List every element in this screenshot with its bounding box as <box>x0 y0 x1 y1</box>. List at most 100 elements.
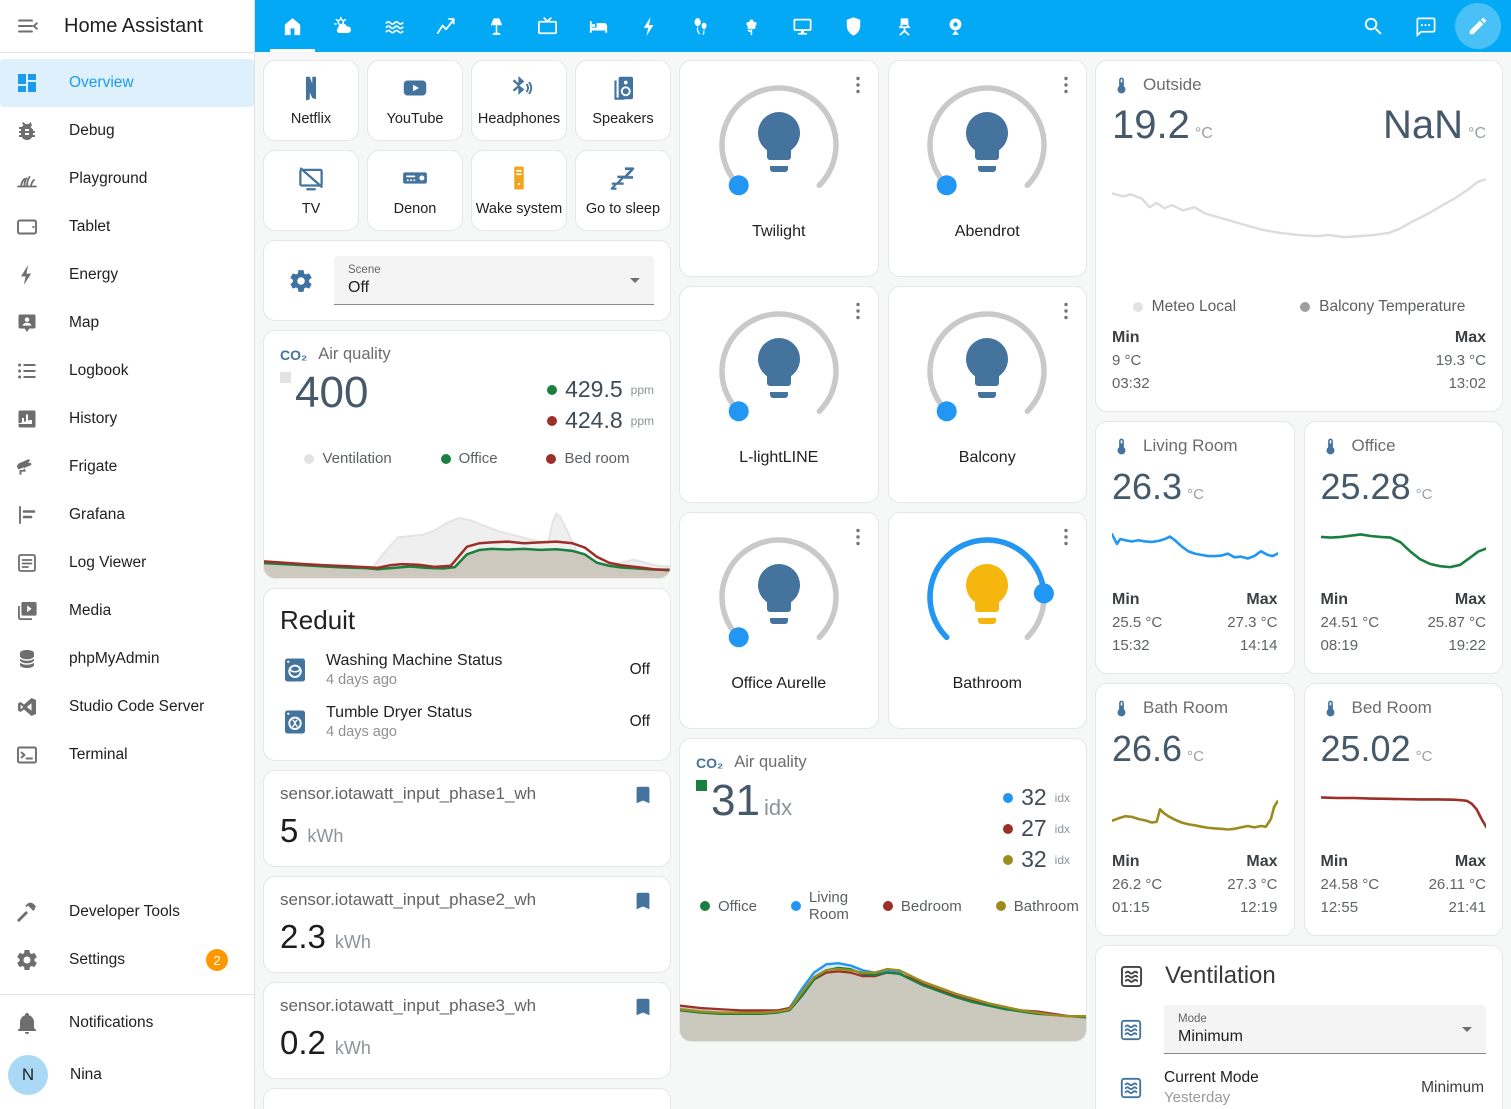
search-button[interactable] <box>1351 4 1395 48</box>
bookmark-icon[interactable] <box>632 784 654 806</box>
tab-flower[interactable] <box>726 0 777 52</box>
tab-shield[interactable] <box>828 0 879 52</box>
sidebar-item-frigate[interactable]: Frigate <box>0 443 254 491</box>
sidebar-item-studio-code-server[interactable]: Studio Code Server <box>0 683 254 731</box>
sidebar-item-terminal[interactable]: Terminal <box>0 731 254 779</box>
sidebar-item-developer-tools[interactable]: Developer Tools <box>0 888 254 936</box>
sidebar-item-label: Developer Tools <box>69 903 180 920</box>
sensor-card-phase2[interactable]: sensor.iotawatt_input_phase2_wh 2.3 kWh <box>263 876 671 974</box>
lamp-icon <box>490 17 503 35</box>
air-quality-card-co2[interactable]: CO₂ Air quality 400 429.5 ppm 424.8 ppm Ve… <box>263 330 671 580</box>
tab-home[interactable] <box>267 0 318 52</box>
temp-card-bed-room[interactable]: Bed Room 25.02 °C Min 24.58 °C 12:55 Max <box>1303 683 1503 936</box>
sidebar-item-history[interactable]: History <box>0 395 254 443</box>
sidebar-item-playground[interactable]: Playground <box>0 155 254 203</box>
scene-select[interactable]: Scene Off <box>334 256 654 306</box>
max-label: Max <box>1246 591 1278 608</box>
entity-row-tumble-dryer[interactable]: Tumble Dryer Status 4 days ago Off <box>280 704 654 740</box>
tab-energy[interactable] <box>624 0 675 52</box>
bookmark-icon[interactable] <box>632 890 654 912</box>
temp-card-bath-room[interactable]: Bath Room 26.6 °C Min 26.2 °C 01:15 Max <box>1095 683 1295 936</box>
tab-trend-chart[interactable] <box>420 0 471 52</box>
light-dial[interactable] <box>703 305 855 447</box>
sidebar-spacer <box>0 779 254 888</box>
button-denon[interactable]: Denon <box>367 150 463 232</box>
more-options-icon[interactable] <box>846 73 870 97</box>
sidebar-item-phpmyadmin[interactable]: phpMyAdmin <box>0 635 254 683</box>
more-options-icon[interactable] <box>846 299 870 323</box>
light-card-l-lightline[interactable]: L-lightLINE <box>679 286 879 503</box>
sidebar-item-label: Map <box>69 314 100 331</box>
sidebar-item-logbook[interactable]: Logbook <box>0 347 254 395</box>
more-options-icon[interactable] <box>1054 525 1078 549</box>
sidebar-item-debug[interactable]: Debug <box>0 107 254 155</box>
sidebar-item-media[interactable]: Media <box>0 587 254 635</box>
thermometer-icon <box>1117 438 1126 454</box>
button-wake-system[interactable]: Wake system <box>471 150 567 232</box>
legend-item: Ventilation <box>304 450 392 467</box>
sidebar-item-log-viewer[interactable]: Log Viewer <box>0 539 254 587</box>
bookmark-icon[interactable] <box>632 996 654 1018</box>
button-tv[interactable]: TV <box>263 150 359 232</box>
card-title: Outside <box>1143 75 1202 94</box>
card-title: Air quality <box>734 753 807 771</box>
button-netflix[interactable]: Netflix <box>263 60 359 142</box>
webcam-icon <box>949 17 962 35</box>
tab-tv[interactable] <box>522 0 573 52</box>
tab-desk-chair[interactable] <box>879 0 930 52</box>
sidebar-profile[interactable]: N Nina <box>0 1047 254 1109</box>
button-headphones[interactable]: Headphones <box>471 60 567 142</box>
assist-button[interactable] <box>1403 4 1447 48</box>
bluetooth-icon <box>512 76 533 95</box>
outside-card[interactable]: Outside 19.2 °C NaN °C Meteo Local Balcony… <box>1095 60 1503 412</box>
sidebar-item-tablet[interactable]: Tablet <box>0 203 254 251</box>
sidebar-item-overview[interactable]: Overview <box>0 59 254 107</box>
entity-row-washing-machine[interactable]: Washing Machine Status 4 days ago Off <box>280 652 654 688</box>
ventilation-mode-select[interactable]: Mode Minimum <box>1164 1005 1486 1054</box>
light-dial[interactable] <box>911 531 1063 673</box>
tab-bed[interactable] <box>573 0 624 52</box>
button-speakers[interactable]: Speakers <box>575 60 671 142</box>
more-options-icon[interactable] <box>846 525 870 549</box>
sidebar-item-map[interactable]: Map <box>0 299 254 347</box>
sidebar-item-settings[interactable]: Settings 2 <box>0 936 254 984</box>
edit-dashboard-button[interactable] <box>1455 3 1501 49</box>
sensor-card-phase1[interactable]: sensor.iotawatt_input_phase1_wh 5 kWh <box>263 770 671 868</box>
sidebar-item-energy[interactable]: Energy <box>0 251 254 299</box>
tab-desk[interactable] <box>777 0 828 52</box>
card-header: Ventilation <box>1112 962 1486 990</box>
entity-state: Off <box>629 661 650 679</box>
max-block: Max 19.3 °C 13:02 <box>1436 326 1486 395</box>
more-options-icon[interactable] <box>1054 299 1078 323</box>
button-go-to-sleep[interactable]: Go to sleep <box>575 150 671 232</box>
tab-waves[interactable] <box>369 0 420 52</box>
waves-icon <box>385 20 404 34</box>
hvac-icon <box>1120 1019 1142 1040</box>
light-card-bathroom[interactable]: Bathroom <box>887 512 1087 729</box>
light-card-abendrot[interactable]: Abendrot <box>887 60 1087 277</box>
temp-card-living-room[interactable]: Living Room 26.3 °C Min 25.5 °C 15:32 Max <box>1095 421 1295 674</box>
air-quality-card-idx[interactable]: CO₂ Air quality 31 idx 32 idx 27 idx 32 idx … <box>679 738 1087 1042</box>
more-options-icon[interactable] <box>1054 73 1078 97</box>
light-dial[interactable] <box>911 305 1063 447</box>
light-card-balcony[interactable]: Balcony <box>887 286 1087 503</box>
tab-webcam[interactable] <box>930 0 981 52</box>
sensor-value: 0.2 kWh <box>280 1024 371 1062</box>
sidebar-item-grafana[interactable]: Grafana <box>0 491 254 539</box>
tab-lamp[interactable] <box>471 0 522 52</box>
sidebar-item-notifications[interactable]: Notifications <box>0 999 254 1047</box>
light-dial[interactable] <box>703 531 855 673</box>
light-dial[interactable] <box>703 79 855 221</box>
light-dial[interactable] <box>911 79 1063 221</box>
tab-balloon[interactable] <box>675 0 726 52</box>
light-card-twilight[interactable]: Twilight <box>679 60 879 277</box>
sensor-name: sensor.iotawatt_input_phase1_wh <box>280 784 537 804</box>
menu-toggle-icon[interactable] <box>16 14 40 38</box>
temp-card-office[interactable]: Office 25.28 °C Min 24.51 °C 08:19 Max <box>1303 421 1503 674</box>
button-youtube[interactable]: YouTube <box>367 60 463 142</box>
ventilation-current-mode-row[interactable]: Current Mode Yesterday Minimum <box>1112 1069 1486 1106</box>
desk-icon <box>793 18 812 35</box>
light-card-office-aurelle[interactable]: Office Aurelle <box>679 512 879 729</box>
tab-weather[interactable] <box>318 0 369 52</box>
sensor-card-phase3[interactable]: sensor.iotawatt_input_phase3_wh 0.2 kWh <box>263 982 671 1080</box>
